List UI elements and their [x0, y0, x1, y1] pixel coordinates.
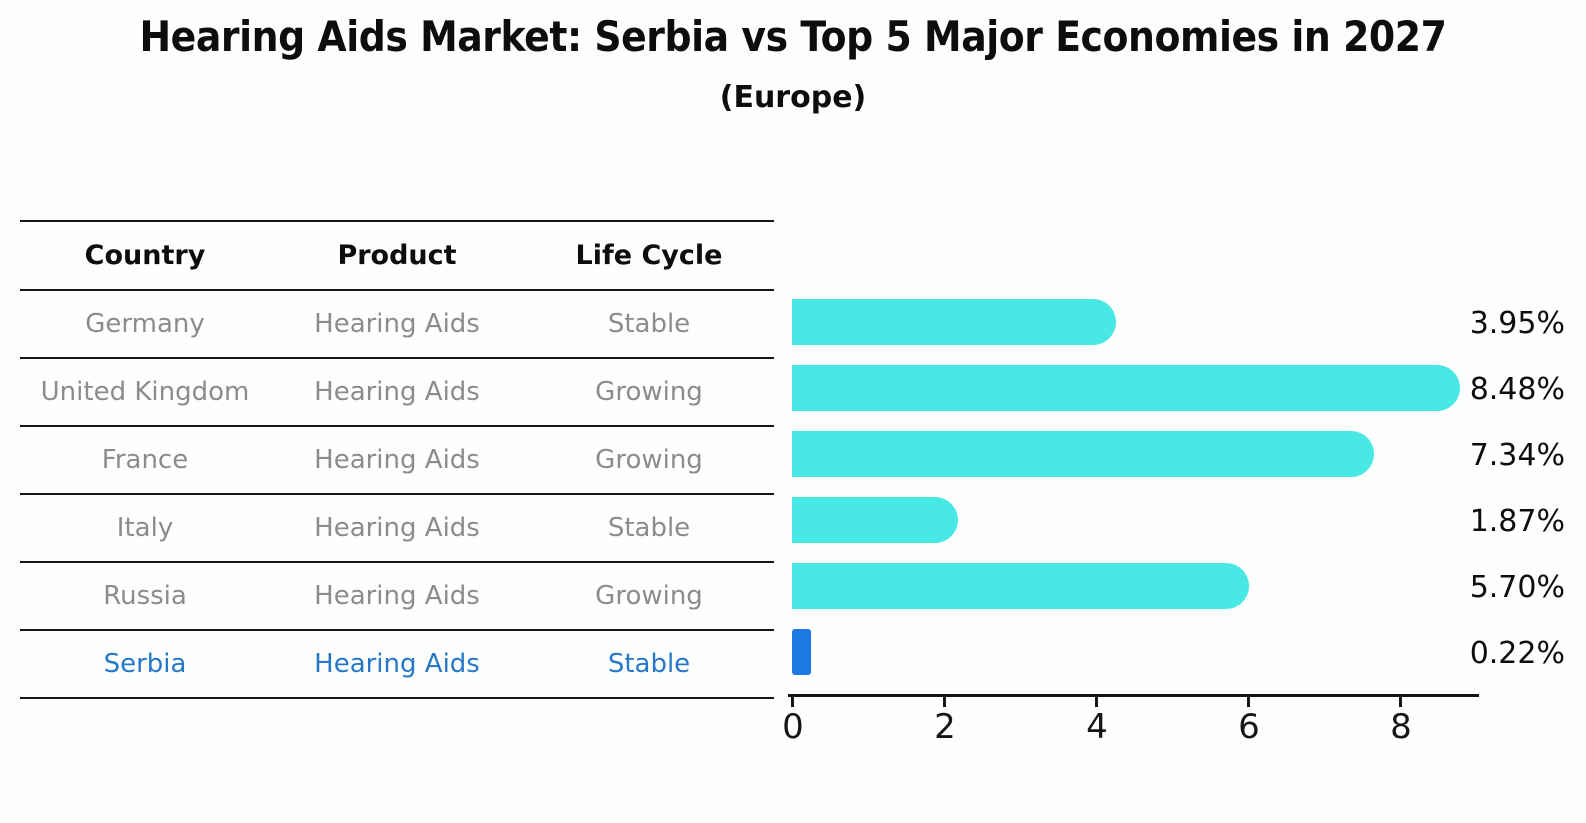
table-row-serbia: Serbia Hearing Aids Stable [20, 631, 774, 699]
table-header-row: Country Product Life Cycle [20, 222, 774, 291]
column-header-life-cycle: Life Cycle [575, 240, 723, 271]
value-label-russia: 5.70% [1469, 570, 1565, 605]
x-tick-label: 2 [934, 707, 956, 747]
cell-product: Hearing Aids [314, 309, 480, 339]
cell-life-cycle: Growing [595, 445, 703, 475]
table-row-italy: Italy Hearing Aids Stable [20, 495, 774, 563]
cell-life-cycle: Growing [595, 377, 703, 407]
cell-country: Italy [116, 513, 174, 543]
chart-subtitle: (Europe) [719, 80, 867, 115]
country-table: Country Product Life Cycle Germany Heari… [20, 220, 774, 699]
x-tick-mark [943, 697, 946, 707]
bar-russia [792, 563, 1250, 609]
value-label-italy: 1.87% [1469, 504, 1565, 539]
chart-title: Hearing Aids Market: Serbia vs Top 5 Maj… [139, 12, 1447, 61]
value-label-serbia: 0.22% [1469, 636, 1565, 671]
cell-product: Hearing Aids [314, 377, 480, 407]
cell-country: United Kingdom [40, 377, 250, 407]
bar-france [792, 431, 1374, 477]
cell-country: Serbia [103, 649, 187, 679]
x-tick-label: 4 [1086, 707, 1108, 747]
column-header-product: Product [337, 240, 457, 271]
x-axis-line [788, 694, 1479, 697]
bar-plot-area: 0 2 4 6 8 [782, 289, 1492, 759]
cell-product: Hearing Aids [314, 581, 480, 611]
x-tick-label: 6 [1238, 707, 1260, 747]
value-label-united-kingdom: 8.48% [1469, 372, 1565, 407]
table-row-germany: Germany Hearing Aids Stable [20, 291, 774, 359]
x-tick-mark [1247, 697, 1250, 707]
x-tick-label: 8 [1390, 707, 1412, 747]
bar-serbia [792, 629, 811, 675]
x-tick-mark [1399, 697, 1402, 707]
table-row-russia: Russia Hearing Aids Growing [20, 563, 774, 631]
value-label-germany: 3.95% [1469, 306, 1565, 341]
table-row-united-kingdom: United Kingdom Hearing Aids Growing [20, 359, 774, 427]
x-tick-mark [791, 697, 794, 707]
bar-germany [792, 299, 1117, 345]
cell-life-cycle: Stable [607, 649, 691, 679]
cell-country: Germany [85, 309, 205, 339]
cell-country: France [101, 445, 189, 475]
x-tick-label: 0 [782, 707, 804, 747]
x-tick-mark [1095, 697, 1098, 707]
table-row-france: France Hearing Aids Growing [20, 427, 774, 495]
cell-life-cycle: Growing [595, 581, 703, 611]
cell-product: Hearing Aids [314, 649, 480, 679]
cell-life-cycle: Stable [607, 513, 691, 543]
value-label-france: 7.34% [1469, 438, 1565, 473]
cell-country: Russia [103, 581, 187, 611]
bar-italy [792, 497, 959, 543]
cell-life-cycle: Stable [607, 309, 691, 339]
cell-product: Hearing Aids [314, 513, 480, 543]
cell-product: Hearing Aids [314, 445, 480, 475]
bar-united-kingdom [792, 365, 1461, 411]
column-header-country: Country [84, 240, 206, 271]
